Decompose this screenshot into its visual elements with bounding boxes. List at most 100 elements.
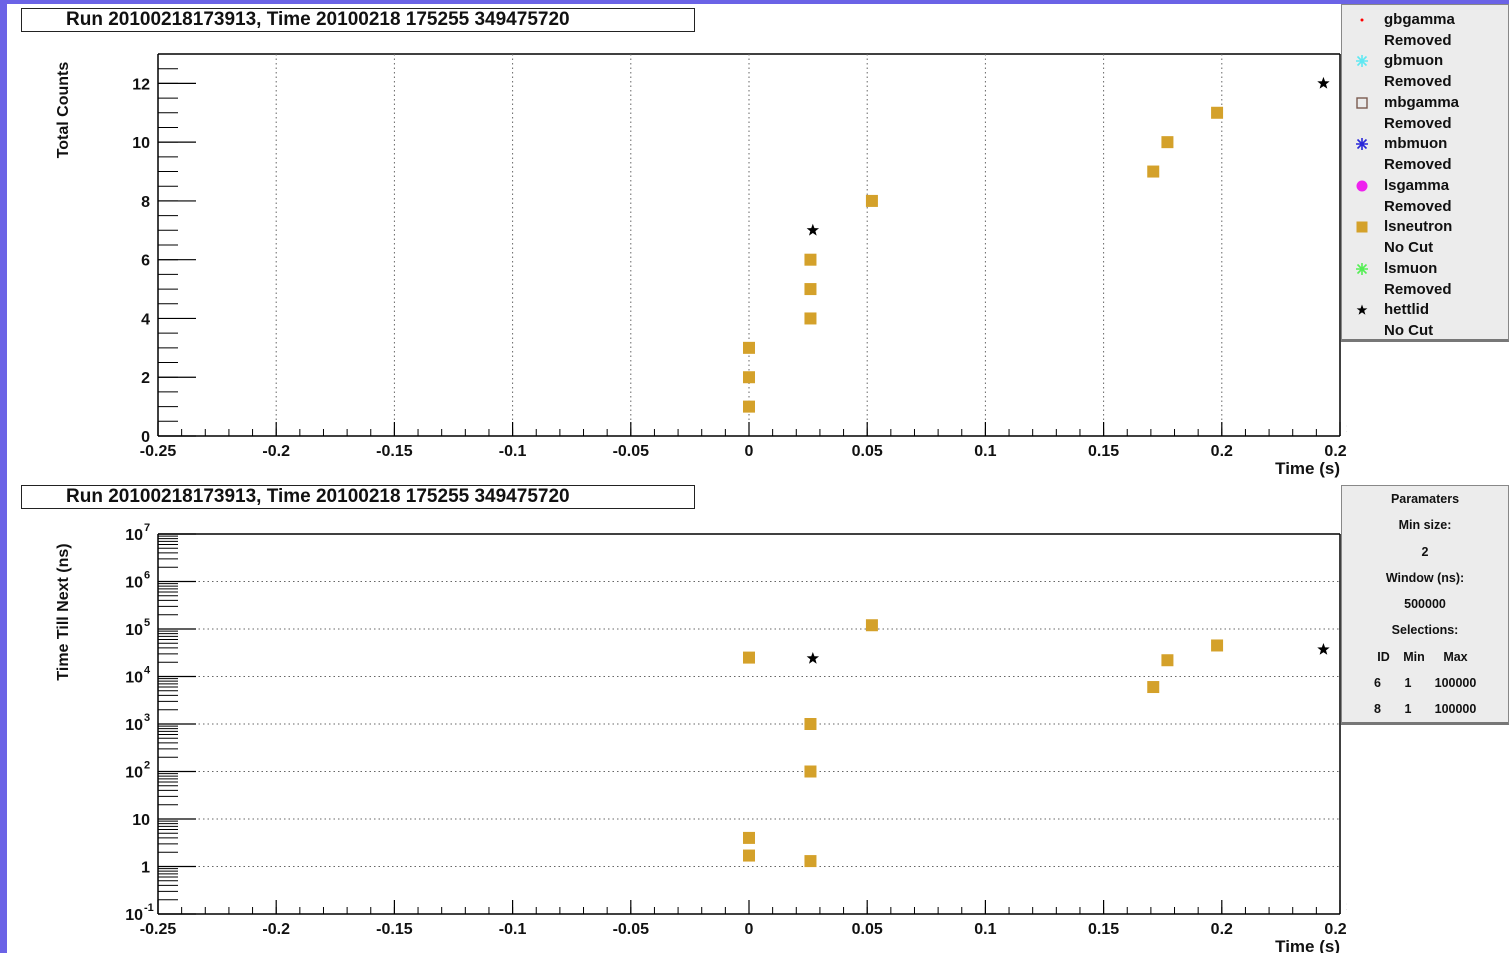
- selection-row: 8 1 100000: [1342, 696, 1508, 722]
- data-point-square: [865, 194, 878, 207]
- x-tick-label: 0.25: [1324, 443, 1347, 460]
- legend-sublabel: Removed: [1384, 73, 1452, 90]
- legend-item-gbmuon: gbmuon Removed: [1342, 52, 1508, 90]
- gold-square-icon: [1354, 219, 1370, 235]
- legend-label: mbmuon: [1384, 135, 1448, 152]
- plot-canvas: 0 2 4 6 8 10 12 Total Counts -0.25 -0.2 -0.15 -0.1-…: [7, 4, 1509, 953]
- top-chart-title: Run 20100218173913, Time 20100218 175255…: [21, 8, 695, 32]
- legend-label: lsgamma: [1384, 177, 1450, 194]
- x-axis-label: Time (s): [1275, 459, 1340, 478]
- red-dot-icon: [1354, 12, 1370, 28]
- data-point-star: [1317, 643, 1330, 655]
- y-tick-label: 4: [141, 311, 150, 328]
- series-hettlid: [806, 643, 1330, 664]
- legend-sublabel: Removed: [1384, 32, 1452, 49]
- legend-sublabel: Removed: [1384, 281, 1452, 298]
- data-point-star: [806, 651, 820, 664]
- blue-asterisk-icon: [1354, 136, 1370, 152]
- y-axis-label: Time Till Next (ns): [55, 543, 72, 680]
- header-id: ID: [1377, 649, 1390, 664]
- x-tick-label: -0.1: [499, 443, 527, 460]
- row-id: 8: [1374, 702, 1381, 717]
- top-chart: 0 2 4 6 8 10 12 Total Counts -0.25 -0.2 -0.15 -0.1 -…: [55, 53, 1347, 478]
- row-max: 100000: [1434, 702, 1477, 717]
- data-point-square: [743, 831, 755, 844]
- min-size-label: Min size:: [1398, 518, 1452, 533]
- magenta-circle-icon: [1354, 178, 1370, 194]
- data-point-square: [743, 849, 755, 862]
- y-tick-exponent: 4: [144, 665, 151, 677]
- data-point-square: [804, 855, 817, 868]
- data-point-star: [806, 223, 820, 236]
- x-tick-label: -0.2: [262, 443, 290, 460]
- y-tick-label: 10: [132, 812, 150, 829]
- x-tick-label: -0.1: [499, 921, 527, 938]
- header-max: Max: [1443, 649, 1468, 664]
- window-label: Window (ns):: [1385, 570, 1465, 585]
- data-point-star: [1317, 76, 1330, 89]
- x-tick-label: -0.25: [140, 921, 177, 938]
- y-tick-label: 12: [132, 76, 150, 93]
- cyan-asterisk-icon: [1354, 53, 1370, 69]
- star-icon: [1354, 302, 1370, 318]
- y-tick-label: 10: [125, 527, 143, 544]
- row-min: 1: [1404, 702, 1412, 717]
- x-multiplier: ×10⁻³: [1346, 899, 1347, 916]
- header-min: Min: [1403, 649, 1425, 664]
- x-tick-label: 0: [745, 443, 754, 460]
- data-point-square: [804, 253, 817, 266]
- green-asterisk-icon: [1354, 261, 1370, 277]
- x-tick-label: -0.15: [376, 921, 413, 938]
- y-tick-label: 10: [125, 575, 143, 592]
- data-point-square: [743, 400, 755, 413]
- x-tick-label: 0.2: [1211, 921, 1233, 938]
- y-axis-label: Total Counts: [55, 62, 72, 159]
- y-tick-exponent: 5: [144, 617, 150, 629]
- y-tick-label: 10: [125, 765, 143, 782]
- legend-sublabel: Removed: [1384, 198, 1452, 215]
- y-tick-label: 1: [141, 860, 150, 877]
- data-point-square: [1211, 106, 1224, 119]
- legend-item-lsmuon: lsmuon Removed: [1342, 260, 1508, 298]
- legend-item-mbgamma: mbgamma Removed: [1342, 94, 1508, 132]
- data-point-square: [1161, 654, 1174, 667]
- legend-label: gbgamma: [1384, 11, 1455, 28]
- params-heading: Paramaters: [1390, 492, 1460, 506]
- window-value: 500000: [1404, 597, 1446, 612]
- x-tick-label: 0.1: [974, 443, 996, 460]
- legend-sublabel: No Cut: [1384, 239, 1434, 256]
- legend-sublabel: Removed: [1384, 115, 1452, 132]
- parameters-box: Paramaters Min size: 2 Window (ns): 5000…: [1341, 485, 1509, 725]
- x-tick-label: 0.15: [1088, 443, 1119, 460]
- selection-row: 6 1 100000: [1342, 670, 1508, 696]
- row-min: 1: [1404, 676, 1412, 691]
- selections-header: ID Min Max: [1342, 644, 1508, 670]
- data-point-square: [804, 312, 817, 325]
- row-max: 100000: [1434, 676, 1477, 691]
- y-tick-exponent: -1: [144, 902, 154, 914]
- legend-item-lsgamma: lsgamma Removed: [1342, 177, 1508, 215]
- y-tick-label: 10: [125, 717, 143, 734]
- data-point-square: [804, 283, 817, 296]
- x-tick-label: 0: [745, 921, 754, 938]
- series-lsneutron: [743, 619, 1224, 868]
- selections-label: Selections:: [1391, 623, 1459, 638]
- x-tick-label: -0.15: [376, 443, 413, 460]
- data-point-square: [1161, 136, 1174, 149]
- legend-label: gbmuon: [1384, 52, 1444, 69]
- y-tick-label: 6: [141, 253, 150, 270]
- series-lsneutron: [743, 106, 1224, 413]
- x-tick-label: -0.05: [613, 443, 650, 460]
- y-tick-label: 10: [125, 622, 143, 639]
- data-point-square: [804, 718, 817, 730]
- x-tick-label: -0.05: [613, 921, 650, 938]
- x-tick-label: -0.25: [140, 443, 177, 460]
- legend-item-lsneutron: lsneutron No Cut: [1342, 218, 1508, 256]
- y-tick-exponent: 3: [144, 712, 150, 724]
- legend-sublabel: Removed: [1384, 156, 1452, 173]
- y-tick-exponent: 2: [144, 760, 150, 772]
- y-tick-label: 10: [125, 907, 143, 924]
- data-point-square: [1147, 165, 1160, 178]
- data-point-square: [743, 341, 755, 354]
